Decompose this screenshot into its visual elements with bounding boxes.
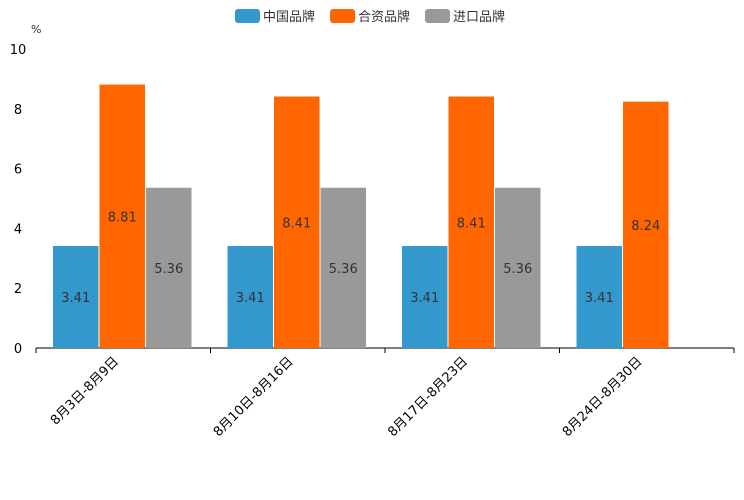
data-label-series1-cat3: 3.41	[410, 291, 439, 306]
bar-series1-cat2[interactable]	[227, 246, 274, 348]
y-tick-label-2: 2	[14, 282, 22, 297]
bar-series2-cat4[interactable]	[623, 101, 669, 349]
legend: 中国品牌 合资品牌 进口品牌	[235, 9, 505, 25]
data-label-series2-cat4: 8.24	[631, 219, 660, 234]
data-label-series1-cat1: 3.41	[61, 291, 90, 306]
legend-swatch-3[interactable]	[425, 9, 450, 23]
data-label-series2-cat2: 8.41	[282, 216, 311, 231]
data-label-series1-cat4: 3.41	[585, 291, 614, 306]
y-tick-label-4: 4	[14, 222, 22, 237]
y-tick-label-10: 10	[10, 43, 27, 58]
bars	[53, 84, 669, 349]
data-label-series3-cat2: 5.36	[329, 262, 358, 277]
bar-series3-cat2[interactable]	[320, 187, 367, 348]
legend-label-2[interactable]: 合资品牌	[358, 9, 410, 25]
data-label-series1-cat2: 3.41	[236, 291, 265, 306]
legend-label-3[interactable]: 进口品牌	[453, 9, 505, 25]
x-tick-label-3: 8月17日-8月23日	[385, 354, 471, 440]
data-label-series2-cat1: 8.81	[108, 210, 137, 225]
bar-series1-cat4[interactable]	[576, 246, 623, 348]
x-tick-label-1: 8月3日-8月9日	[48, 354, 122, 428]
data-labels: 3.41 3.41 3.41 3.41 8.81 8.41 8.41 8.24 5.36 5.36…	[61, 210, 660, 306]
legend-swatch-1[interactable]	[235, 9, 260, 23]
y-tick-label-8: 8	[14, 103, 22, 118]
data-label-series3-cat1: 5.36	[154, 262, 183, 277]
y-tick-label-0: 0	[14, 342, 22, 357]
bar-series2-cat2[interactable]	[274, 96, 320, 348]
bar-series3-cat3[interactable]	[495, 187, 541, 348]
y-axis-unit-label: %	[31, 23, 41, 36]
data-label-series2-cat3: 8.41	[457, 216, 486, 231]
data-label-series3-cat3: 5.36	[503, 262, 532, 277]
legend-swatch-2[interactable]	[330, 9, 355, 23]
bar-series2-cat1[interactable]	[99, 84, 146, 349]
bar-series2-cat3[interactable]	[448, 96, 495, 348]
bar-series1-cat3[interactable]	[402, 246, 448, 348]
bar-series1-cat1[interactable]	[53, 246, 99, 348]
bar-series3-cat1[interactable]	[146, 187, 192, 348]
x-tick-label-4: 8月24日-8月30日	[560, 354, 646, 440]
y-tick-label-6: 6	[14, 163, 22, 178]
x-tick-label-2: 8月10日-8月16日	[211, 354, 297, 440]
legend-label-1[interactable]: 中国品牌	[263, 9, 315, 25]
